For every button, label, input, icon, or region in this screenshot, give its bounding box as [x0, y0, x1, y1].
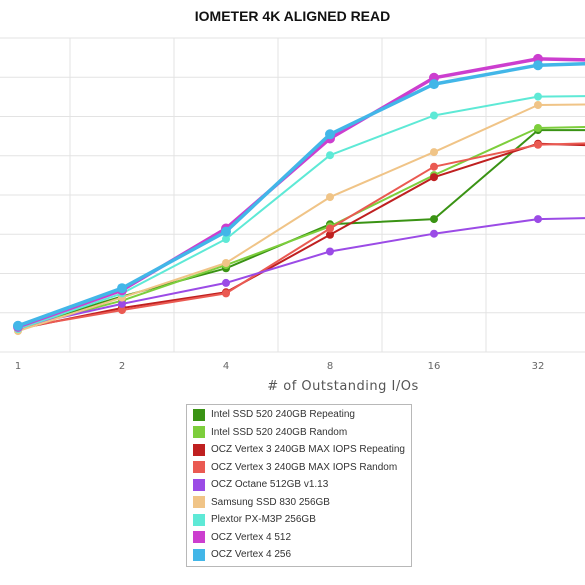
legend-label: OCZ Vertex 4 256 — [211, 549, 292, 561]
x-tick-label: 1 — [15, 361, 21, 372]
data-point — [222, 289, 230, 298]
legend-item: OCZ Vertex 3 240GB MAX IOPS Repeating — [187, 441, 411, 459]
data-point — [534, 140, 542, 149]
legend-item: OCZ Vertex 4 512 — [187, 529, 411, 547]
data-point — [429, 79, 439, 90]
data-point — [430, 162, 438, 171]
series-line — [17, 62, 585, 328]
data-point — [13, 320, 23, 331]
legend-label: OCZ Vertex 3 240GB MAX IOPS Repeating — [211, 444, 405, 456]
legend-swatch — [193, 531, 205, 544]
x-tick-label: 4 — [223, 361, 229, 372]
data-point — [534, 101, 542, 109]
data-point — [430, 215, 438, 224]
data-point — [533, 60, 543, 71]
legend-label: Samsung SSD 830 256GB — [211, 496, 330, 508]
legend-label: OCZ Octane 512GB v1.13 — [211, 479, 329, 491]
x-tick-label: 16 — [428, 361, 441, 372]
legend-item: OCZ Vertex 4 256 — [187, 546, 411, 564]
legend-swatch — [193, 461, 205, 474]
data-point — [326, 247, 334, 256]
data-point — [326, 193, 334, 202]
data-point — [222, 259, 230, 267]
legend-label: OCZ Vertex 3 240GB MAX IOPS Random — [211, 461, 398, 473]
data-point — [534, 124, 542, 132]
data-point — [430, 111, 438, 120]
data-point — [221, 226, 231, 237]
data-point — [430, 148, 438, 157]
legend-item: OCZ Vertex 3 240GB MAX IOPS Random — [187, 459, 411, 477]
data-point — [325, 129, 335, 140]
series-line — [17, 57, 585, 329]
data-point — [222, 278, 230, 287]
data-point — [534, 215, 542, 224]
legend-label: Plextor PX-M3P 256GB — [211, 514, 316, 526]
x-tick-label: 32 — [532, 361, 545, 372]
legend-label: Intel SSD 520 240GB Repeating — [211, 409, 355, 421]
legend-item: Intel SSD 520 240GB Repeating — [187, 406, 411, 424]
data-point — [117, 283, 127, 294]
data-point — [118, 306, 126, 315]
x-tick-label: 2 — [119, 361, 125, 372]
legend-swatch — [193, 548, 205, 561]
legend-label: Intel SSD 520 240GB Random — [211, 426, 348, 438]
data-point — [326, 151, 334, 160]
x-axis-ticks: 1 2 4 8 16 32 — [15, 361, 545, 372]
data-point — [430, 229, 438, 238]
legend-swatch — [193, 496, 205, 509]
legend-item: Samsung SSD 830 256GB — [187, 494, 411, 512]
data-point — [222, 235, 230, 243]
series-lines — [13, 53, 585, 336]
legend-item: OCZ Octane 512GB v1.13 — [187, 476, 411, 494]
series-9 — [13, 60, 585, 331]
legend-item: Intel SSD 520 240GB Random — [187, 424, 411, 442]
grid-lines — [0, 37, 585, 353]
data-point — [430, 173, 438, 182]
legend-swatch — [193, 513, 205, 526]
chart-canvas: 1 2 4 8 16 32 # of Outstanding I/Os — [0, 37, 585, 394]
legend-item: Plextor PX-M3P 256GB — [187, 511, 411, 529]
legend-label: OCZ Vertex 4 512 — [211, 531, 292, 543]
x-axis-label: # of Outstanding I/Os — [267, 379, 419, 394]
data-point — [326, 224, 334, 233]
series-line — [17, 217, 585, 328]
data-point — [534, 92, 542, 101]
legend-swatch — [193, 408, 205, 421]
legend-swatch — [193, 478, 205, 491]
series-8 — [13, 53, 585, 332]
legend-swatch — [193, 426, 205, 439]
legend-swatch — [193, 443, 205, 456]
data-point — [326, 230, 334, 239]
chart-title: IOMETER 4K ALIGNED READ — [194, 8, 391, 24]
data-point — [118, 299, 126, 308]
x-tick-label: 8 — [327, 361, 333, 372]
chart-legend: Intel SSD 520 240GB Repeating Intel SSD 5… — [186, 404, 412, 567]
